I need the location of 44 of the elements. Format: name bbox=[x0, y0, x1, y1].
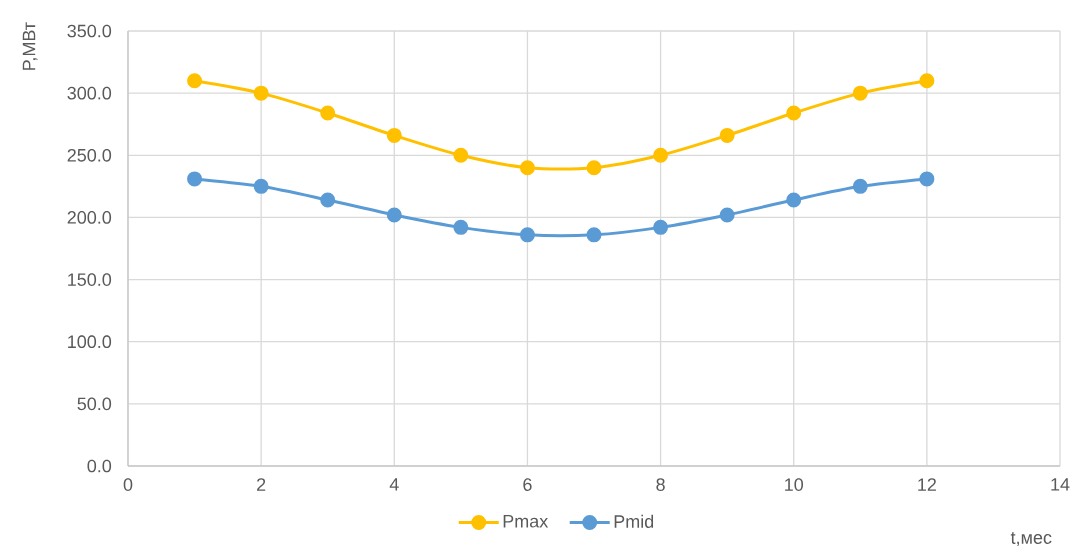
x-tick-label: 4 bbox=[389, 478, 399, 491]
point bbox=[253, 178, 269, 194]
legend-label: Pmax bbox=[503, 515, 549, 528]
point bbox=[187, 73, 203, 89]
x-axis-title: t,мес bbox=[1010, 532, 1052, 547]
x-tick-label: 6 bbox=[523, 478, 532, 491]
y-tick-label: 350.0 bbox=[67, 24, 112, 38]
x-tick-label: 14 bbox=[1051, 478, 1070, 491]
point bbox=[719, 127, 735, 143]
x-tick-label: 2 bbox=[257, 478, 266, 491]
point bbox=[919, 171, 935, 187]
point bbox=[852, 178, 868, 194]
y-tick-label: 200.0 bbox=[67, 211, 112, 224]
point bbox=[320, 192, 336, 208]
point bbox=[786, 192, 802, 208]
point bbox=[453, 147, 469, 163]
point bbox=[852, 85, 868, 101]
point bbox=[386, 207, 402, 223]
y-tick-label: 0.0 bbox=[87, 459, 112, 473]
point bbox=[386, 127, 402, 143]
y-tick-label: 250.0 bbox=[67, 148, 112, 162]
point bbox=[519, 160, 535, 176]
x-tick-label: 12 bbox=[918, 478, 936, 491]
y-tick-label: 100.0 bbox=[68, 335, 112, 349]
legend-label: Pmid bbox=[614, 514, 654, 528]
y-tick-label: 50.0 bbox=[77, 397, 112, 411]
point bbox=[320, 105, 336, 121]
point bbox=[919, 73, 935, 89]
y-tick-label: 150.0 bbox=[68, 273, 112, 286]
y-axis-title: P,МВт bbox=[22, 22, 38, 70]
point bbox=[253, 85, 269, 101]
point bbox=[187, 171, 203, 187]
point bbox=[453, 219, 469, 235]
x-tick-label: 10 bbox=[785, 478, 804, 491]
y-tick-label: 300.0 bbox=[67, 86, 112, 100]
x-tick-label: 8 bbox=[656, 478, 665, 491]
point bbox=[786, 105, 802, 121]
point bbox=[586, 160, 602, 176]
x-tick-label: 0 bbox=[123, 478, 133, 491]
point bbox=[519, 227, 535, 243]
point bbox=[586, 227, 602, 243]
point bbox=[653, 219, 669, 235]
point bbox=[653, 147, 669, 163]
point bbox=[719, 207, 735, 223]
